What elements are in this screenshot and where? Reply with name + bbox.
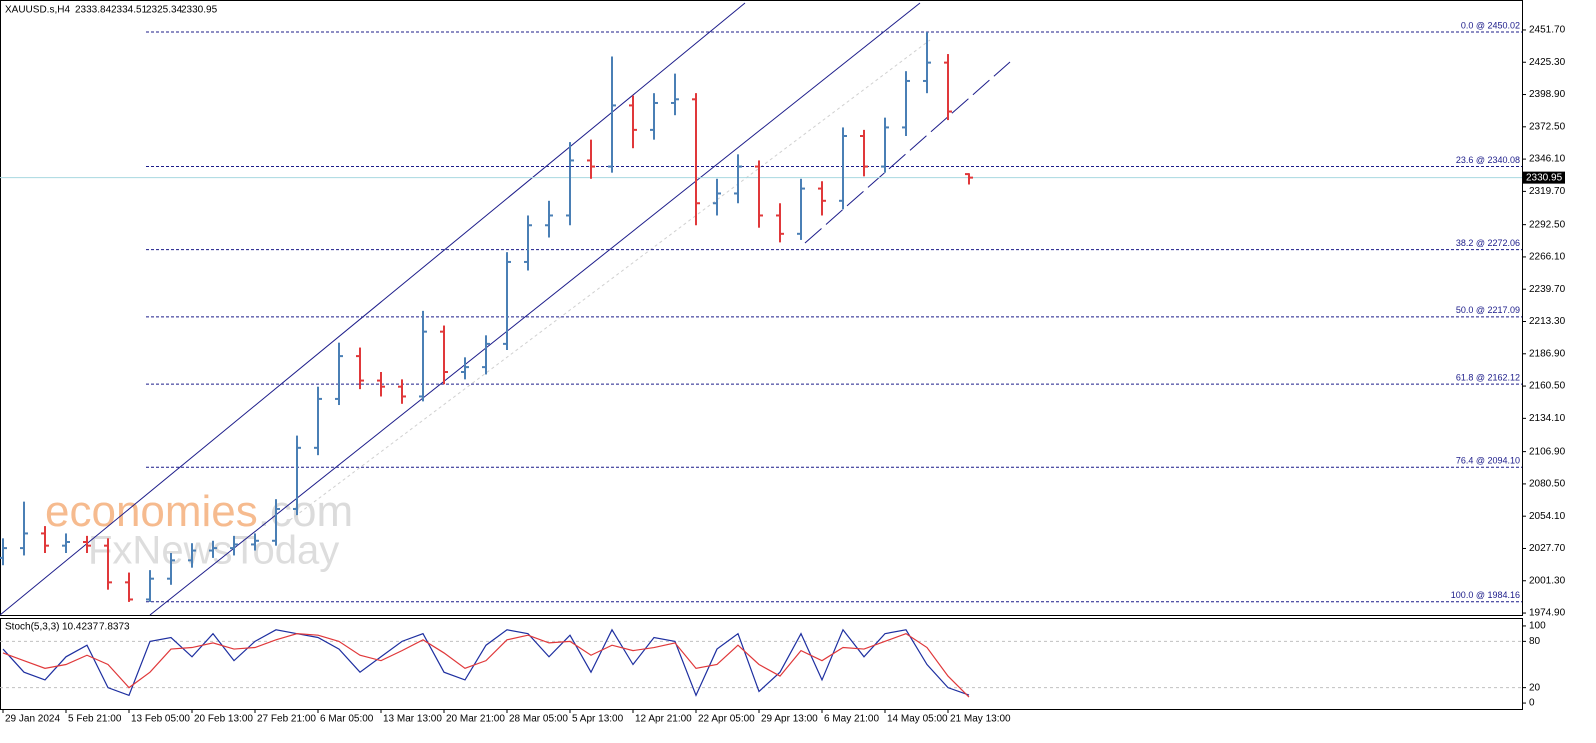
y-tick-label: 2398.90 bbox=[1529, 89, 1566, 100]
y-tick-label: 100 bbox=[1529, 621, 1546, 632]
watermark: economies.com FxNewsToday bbox=[45, 487, 353, 573]
x-tick-label: 27 Feb 21:00 bbox=[257, 714, 316, 725]
y-tick-label: 2266.10 bbox=[1529, 252, 1566, 263]
header-close: 2330.95 bbox=[181, 5, 218, 16]
x-tick-label: 28 Mar 05:00 bbox=[509, 714, 568, 725]
y-tick-label: 2106.90 bbox=[1529, 446, 1566, 457]
y-tick-label: 1974.90 bbox=[1529, 608, 1566, 619]
header-open: 2333.84 bbox=[75, 5, 112, 16]
y-tick-label: 2134.10 bbox=[1529, 413, 1566, 424]
y-tick-label: 2027.70 bbox=[1529, 543, 1566, 554]
dotted-guide bbox=[289, 39, 931, 521]
y-tick-label: 2213.30 bbox=[1529, 316, 1566, 327]
x-tick-label: 20 Mar 21:00 bbox=[446, 714, 505, 725]
y-tick-label: 2239.70 bbox=[1529, 284, 1566, 295]
y-tick-label: 20 bbox=[1529, 682, 1541, 693]
symbol-title: XAUUSD.s,H4 bbox=[5, 5, 70, 16]
current-price-label: 2330.95 bbox=[1526, 172, 1563, 183]
y-tick-label: 2160.50 bbox=[1529, 381, 1566, 392]
watermark-domain: .com bbox=[258, 487, 353, 536]
channel-upper bbox=[0, 2, 746, 616]
x-tick-label: 29 Apr 13:00 bbox=[761, 714, 818, 725]
y-tick-label: 2319.70 bbox=[1529, 186, 1566, 197]
y-tick-label: 0 bbox=[1529, 698, 1535, 709]
y-tick-label: 2080.50 bbox=[1529, 479, 1566, 490]
x-tick-label: 5 Apr 13:00 bbox=[572, 714, 624, 725]
stoch-line bbox=[2, 628, 970, 697]
y-tick-label: 2292.50 bbox=[1529, 219, 1566, 230]
stoch-panel bbox=[0, 618, 1523, 710]
y-tick-label: 2001.30 bbox=[1529, 575, 1566, 586]
y-tick-label: 80 bbox=[1529, 636, 1541, 647]
fib-label: 61.8 @ 2162.12 bbox=[1456, 372, 1520, 382]
fib-label: 0.0 @ 2450.02 bbox=[1461, 20, 1520, 30]
stoch-k-value: 10.4237 bbox=[62, 622, 99, 633]
x-tick-label: 6 Mar 05:00 bbox=[320, 714, 374, 725]
plot-layer: 2451.70 2425.30 2398.90 2372.50 2346.10 2319.… bbox=[0, 20, 1566, 725]
support-line bbox=[804, 61, 1011, 244]
x-tick-label: 14 May 05:00 bbox=[887, 714, 948, 725]
x-tick-label: 13 Feb 05:00 bbox=[131, 714, 190, 725]
x-tick-label: 22 Apr 05:00 bbox=[698, 714, 755, 725]
x-tick-label: 29 Jan 2024 bbox=[5, 714, 60, 725]
fib-label: 76.4 @ 2094.10 bbox=[1456, 456, 1520, 466]
x-tick-label: 12 Apr 21:00 bbox=[635, 714, 692, 725]
x-tick-label: 13 Mar 13:00 bbox=[383, 714, 442, 725]
header-low: 2325.34 bbox=[146, 5, 183, 16]
y-tick-label: 2054.10 bbox=[1529, 511, 1566, 522]
y-tick-label: 2186.90 bbox=[1529, 348, 1566, 359]
fib-label: 100.0 @ 1984.16 bbox=[1451, 590, 1520, 600]
fib-label: 50.0 @ 2217.09 bbox=[1456, 305, 1520, 315]
channel-lower bbox=[149, 2, 921, 616]
y-tick-label: 2451.70 bbox=[1529, 25, 1566, 36]
x-tick-label: 5 Feb 21:00 bbox=[68, 714, 122, 725]
y-tick-label: 2425.30 bbox=[1529, 57, 1566, 68]
fib-label: 23.6 @ 2340.08 bbox=[1456, 155, 1520, 165]
stoch-d-value: 7.8373 bbox=[99, 622, 130, 633]
x-tick-label: 21 May 13:00 bbox=[950, 714, 1011, 725]
trend-lines bbox=[0, 2, 1011, 616]
header-high: 2334.51 bbox=[111, 5, 148, 16]
stoch-line bbox=[2, 632, 970, 698]
x-tick-label: 20 Feb 13:00 bbox=[194, 714, 253, 725]
stoch-title: Stoch(5,3,3) bbox=[5, 622, 59, 633]
fib-label: 38.2 @ 2272.06 bbox=[1456, 238, 1520, 248]
main-panel bbox=[0, 0, 1523, 616]
y-tick-label: 2346.10 bbox=[1529, 154, 1566, 165]
x-tick-label: 6 May 21:00 bbox=[824, 714, 879, 725]
y-tick-label: 2372.50 bbox=[1529, 121, 1566, 132]
current-price-box bbox=[1523, 171, 1565, 184]
watermark-brand: economies.com bbox=[45, 487, 353, 536]
watermark-brand-name: economies bbox=[45, 487, 258, 536]
